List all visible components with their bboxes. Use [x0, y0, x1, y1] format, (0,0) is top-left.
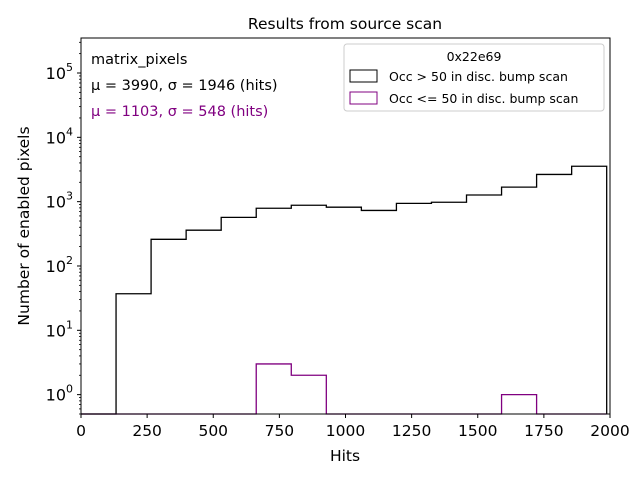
x-tick-label: 2000	[590, 422, 629, 440]
x-tick-label: 1250	[392, 422, 431, 440]
x-axis: 0 250 500 750 1000 1250 1500 1750 2000	[76, 414, 630, 440]
annotation-stats-main: μ = 3990, σ = 1946 (hits)	[91, 78, 278, 94]
legend-label-occ-low: Occ <= 50 in disc. bump scan	[389, 91, 578, 106]
annotation-label: matrix_pixels	[91, 52, 187, 68]
legend-title: 0x22e69	[447, 49, 502, 64]
y-axis-label: Number of enabled pixels	[15, 126, 33, 325]
x-tick-label: 1000	[326, 422, 365, 440]
legend-swatch-occ-low	[349, 91, 378, 105]
x-tick-label: 1500	[458, 422, 497, 440]
x-tick-label: 250	[132, 422, 162, 440]
legend-swatch-occ-high	[349, 69, 378, 83]
legend-box	[343, 43, 605, 112]
x-tick-label: 1750	[524, 422, 563, 440]
legend: 0x22e69 Occ > 50 in disc. bump scan Occ …	[343, 43, 605, 112]
x-tick-label: 500	[198, 422, 228, 440]
x-tick-label: 750	[265, 422, 295, 440]
histogram-series-0	[81, 165, 608, 415]
x-tick-label: 0	[76, 422, 86, 440]
annotation-stats-low-occupancy: μ = 1103, σ = 548 (hits)	[91, 104, 268, 120]
legend-label-occ-high: Occ > 50 in disc. bump scan	[389, 69, 568, 84]
chart-title: Results from source scan	[248, 15, 442, 33]
x-axis-label: Hits	[330, 447, 360, 465]
